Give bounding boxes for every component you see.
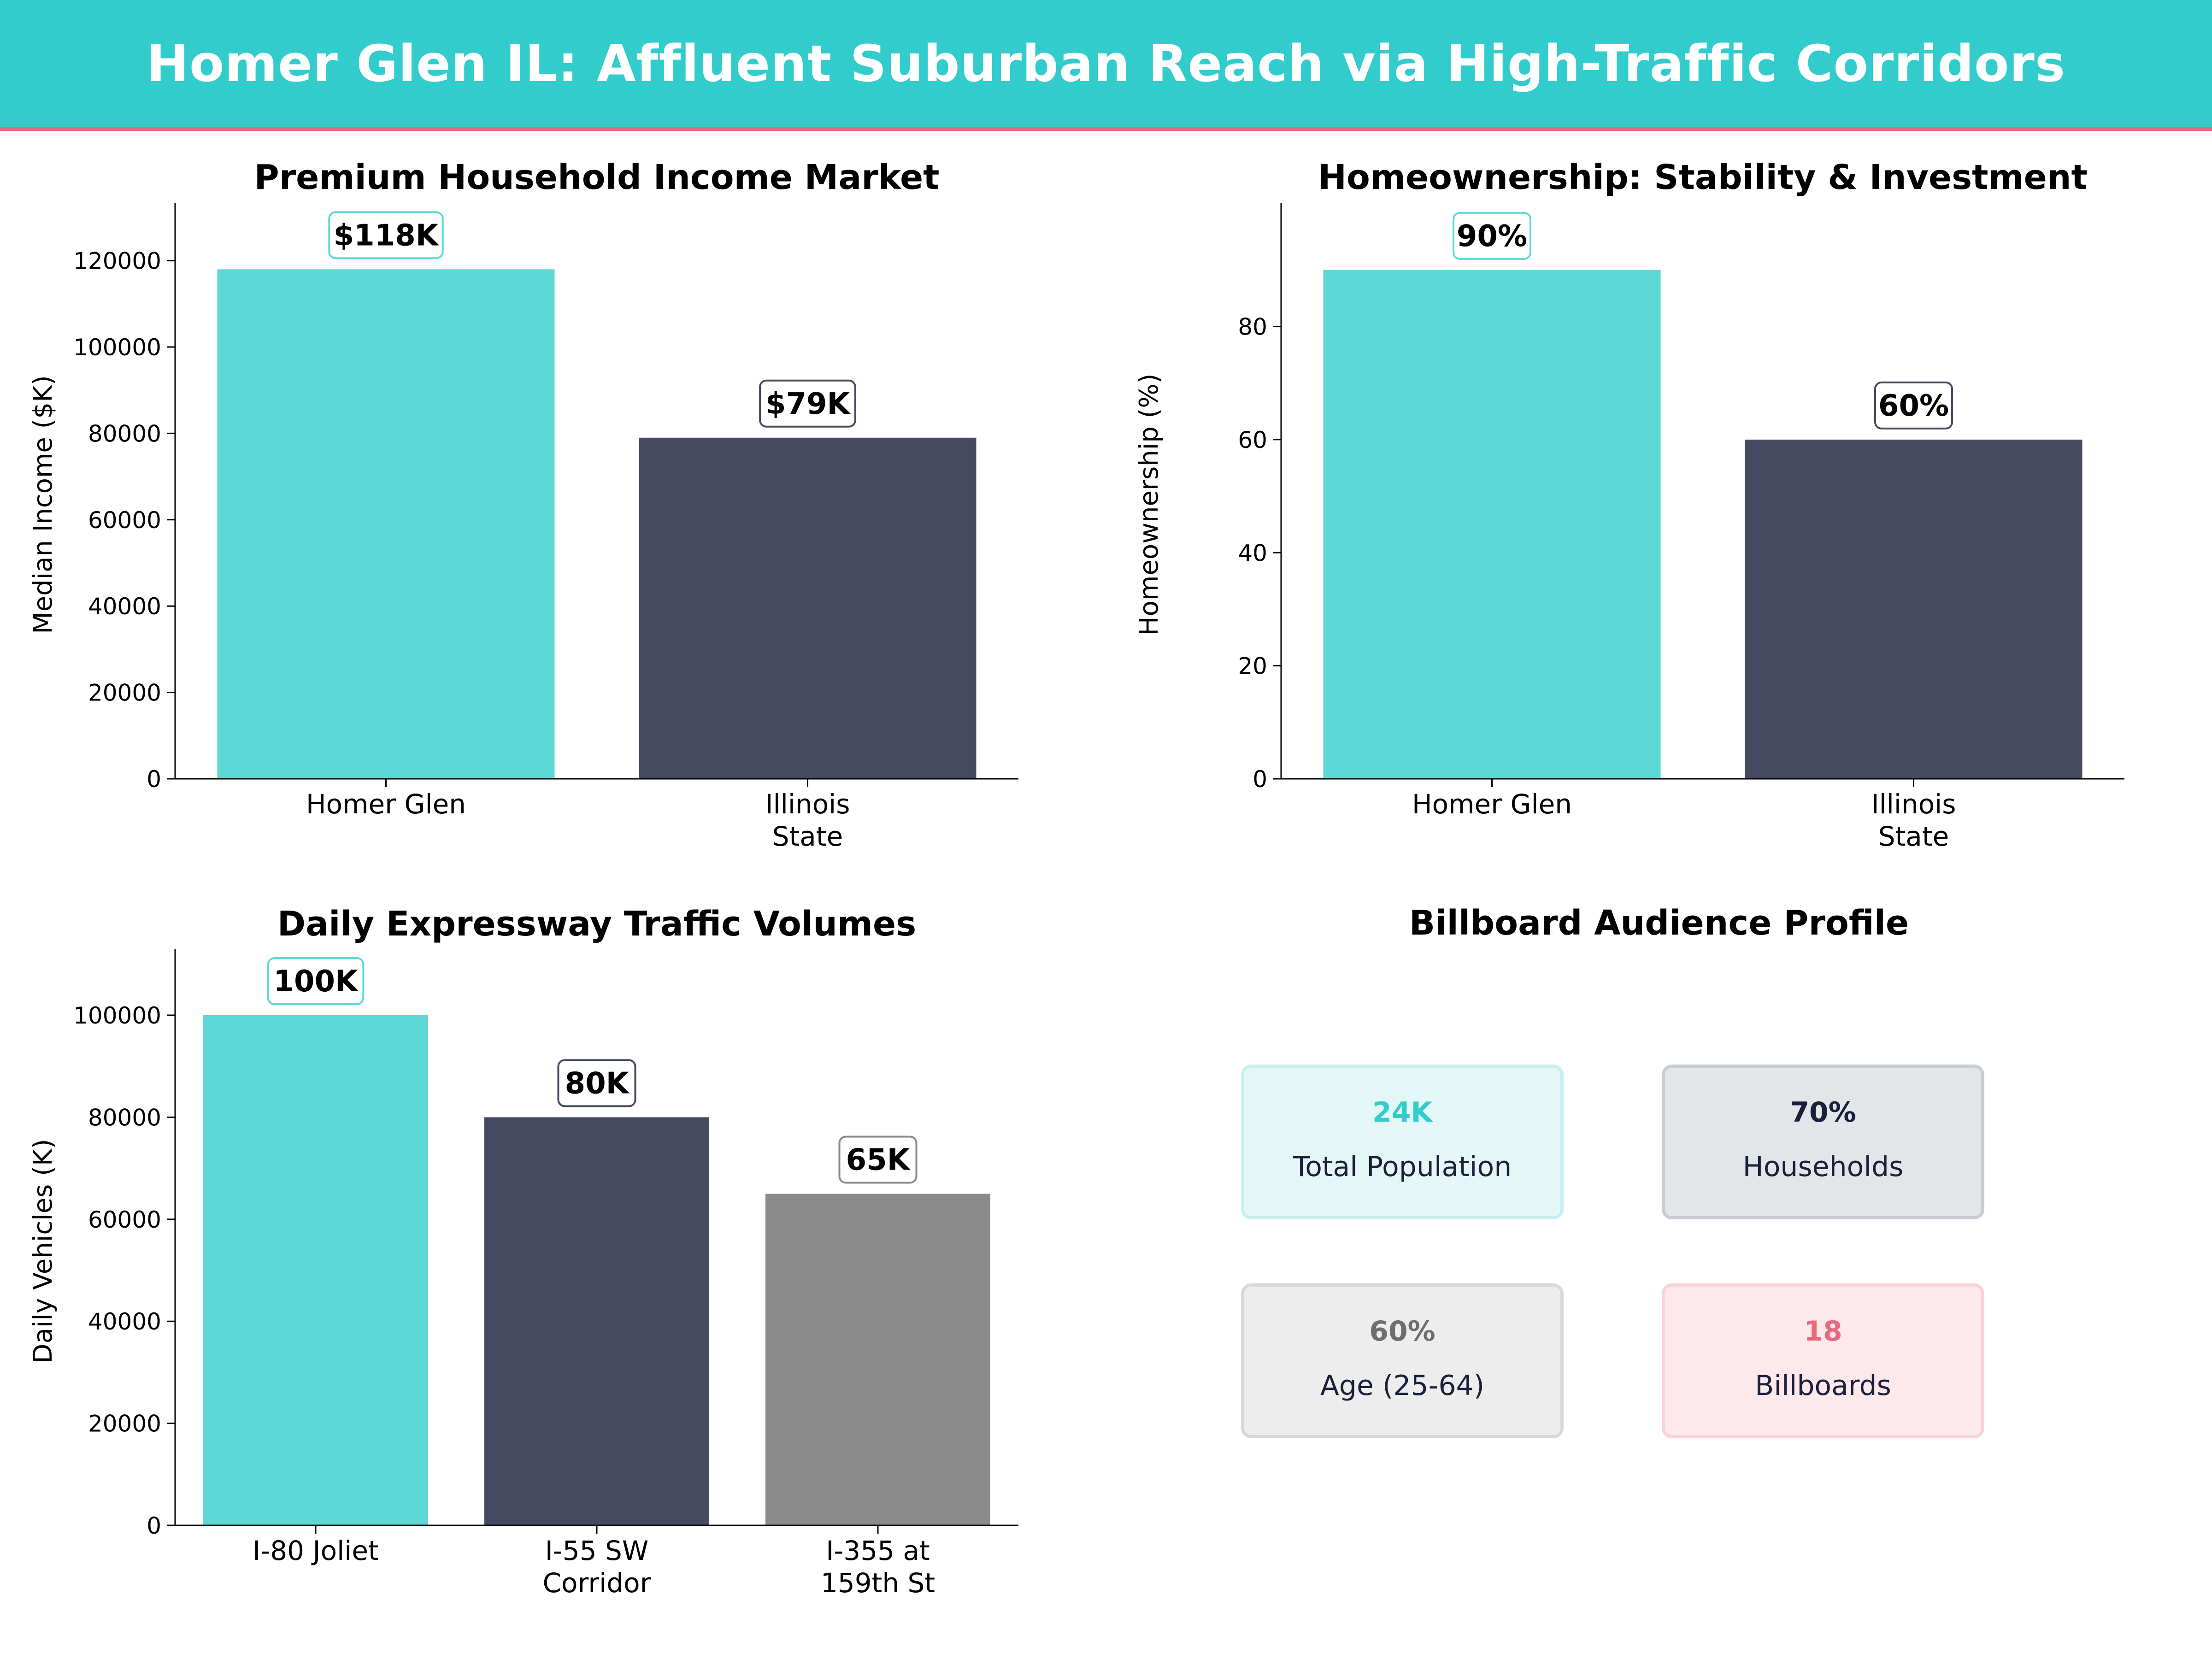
x-tick-label: State — [1878, 821, 1949, 852]
y-tick-label: 40000 — [88, 1308, 161, 1335]
y-tick-label: 60000 — [88, 1206, 161, 1233]
y-tick-label: 0 — [147, 766, 161, 793]
chart-title: Homeownership: Stability & Investment — [1318, 158, 2088, 197]
data-label-box — [328, 211, 444, 259]
data-label-box — [1874, 381, 1953, 429]
x-tick-label: State — [772, 821, 843, 852]
x-tick-label: I-355 at — [826, 1535, 930, 1566]
y-tick-label: 80000 — [88, 420, 161, 447]
x-tick-label: I-55 SW — [545, 1535, 648, 1566]
data-label: 90% — [1457, 219, 1527, 253]
y-tick-label: 120000 — [73, 248, 161, 275]
data-label: $79K — [765, 387, 851, 421]
stat-card-value: 70% — [1790, 1096, 1856, 1129]
x-tick-label: Illinois — [1871, 788, 1956, 820]
bar — [639, 437, 977, 779]
y-tick-label: 100000 — [73, 334, 161, 361]
audience-profile-title: Billboard Audience Profile — [1409, 903, 1909, 943]
page-title: Homer Glen IL: Affluent Suburban Reach v… — [146, 34, 2066, 93]
x-tick-label: Corridor — [543, 1567, 651, 1599]
audience-profile-panel: Billboard Audience Profile 24K Total Pop… — [1106, 876, 2212, 1567]
bar — [484, 1117, 709, 1525]
x-tick-label: I-80 Joliet — [253, 1535, 379, 1566]
header-banner: Homer Glen IL: Affluent Suburban Reach v… — [0, 0, 2212, 131]
bar — [1745, 439, 2083, 779]
stat-card-label: Age (25-64) — [1320, 1370, 1485, 1402]
data-label: $118K — [334, 218, 440, 253]
x-tick-label: Homer Glen — [1412, 788, 1572, 820]
y-axis-label: Homeownership (%) — [1134, 374, 1164, 636]
x-tick-label: Illinois — [765, 788, 850, 820]
bar — [217, 269, 555, 779]
bar — [203, 1015, 428, 1525]
bar — [765, 1194, 990, 1525]
data-label: 80K — [565, 1066, 630, 1100]
y-tick-label: 60000 — [88, 507, 161, 534]
stat-card-population: 24K Total Population — [1241, 1065, 1564, 1219]
y-tick-label: 40 — [1238, 540, 1267, 566]
data-label-box — [838, 1135, 918, 1184]
chart-title: Daily Expressway Traffic Volumes — [277, 904, 917, 944]
y-tick-label: 20000 — [88, 1411, 161, 1437]
y-tick-label: 100000 — [73, 1002, 161, 1029]
stat-card-label: Total Population — [1293, 1151, 1512, 1183]
data-label-box — [557, 1059, 636, 1107]
data-label: 60% — [1878, 389, 1949, 423]
y-tick-label: 0 — [147, 1512, 161, 1539]
y-tick-label: 20 — [1238, 653, 1267, 680]
stat-card-value: 60% — [1369, 1315, 1435, 1347]
x-tick-label: Homer Glen — [306, 788, 466, 820]
data-label-box — [759, 379, 856, 428]
stat-card-households: 70% Households — [1662, 1065, 1984, 1219]
data-label: 65K — [846, 1143, 911, 1177]
y-tick-label: 40000 — [88, 593, 161, 620]
data-label-box — [267, 957, 365, 1006]
y-tick-label: 60 — [1238, 427, 1267, 453]
x-tick-label: 159th St — [821, 1567, 935, 1599]
y-axis-label: Daily Vehicles (K) — [28, 1139, 58, 1363]
bar — [1323, 270, 1661, 779]
y-axis-label: Median Income ($K) — [28, 375, 58, 634]
income-chart: Premium Household Income Market Median In… — [28, 158, 1018, 852]
stat-card-age: 60% Age (25-64) — [1241, 1283, 1564, 1438]
stat-card-value: 18 — [1804, 1315, 1842, 1347]
stat-card-label: Households — [1742, 1151, 1904, 1183]
traffic-chart: Daily Expressway Traffic Volumes Daily Ve… — [28, 904, 1018, 1599]
data-label: 100K — [273, 965, 359, 999]
data-label-box — [1452, 212, 1532, 260]
y-tick-label: 0 — [1253, 766, 1267, 793]
stat-card-billboards: 18 Billboards — [1662, 1283, 1984, 1438]
y-tick-label: 80 — [1238, 314, 1267, 341]
chart-title: Premium Household Income Market — [254, 158, 939, 197]
stat-card-value: 24K — [1372, 1096, 1432, 1129]
y-tick-label: 80000 — [88, 1104, 161, 1131]
homeownership-chart: Homeownership: Stability & Investment Hom… — [1134, 158, 2124, 852]
y-tick-label: 20000 — [88, 680, 161, 706]
stat-card-label: Billboards — [1755, 1370, 1891, 1402]
